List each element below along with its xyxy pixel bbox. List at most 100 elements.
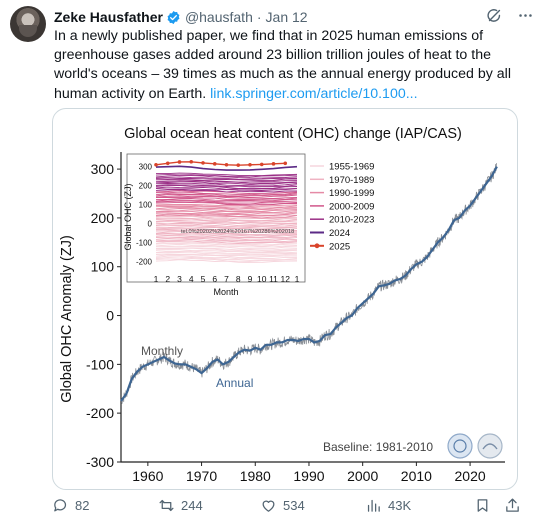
inset-legend-label: 1990-1999 [329, 188, 374, 199]
inset-x-tick-label: 10 [257, 274, 267, 284]
author-handle[interactable]: @hausfath [184, 9, 253, 25]
main-series [120, 163, 498, 404]
inset-x-tick-label: 4 [189, 274, 194, 284]
cas-logo [477, 433, 503, 459]
avatar[interactable] [10, 6, 46, 42]
share-action[interactable] [504, 497, 521, 514]
inset-legend: 1955-1969 1970-1989 1990-1999 2000-2009 2010… [310, 162, 374, 252]
inset-x-tick-label: 8 [236, 274, 241, 284]
reply-icon [54, 499, 67, 512]
inset-year-line [155, 250, 298, 255]
inset-year-line [156, 201, 298, 206]
y-tick-label: -300 [86, 454, 114, 470]
inset-year-line [155, 200, 298, 205]
bookmark-icon [477, 499, 488, 512]
inset-2025-line [155, 161, 286, 166]
inset-year-line [155, 215, 298, 220]
inset-y-tick-label: -100 [136, 238, 153, 247]
inset-year-line [155, 223, 298, 228]
like-action[interactable]: 534 [260, 497, 305, 514]
x-tick-label: 2010 [401, 468, 432, 484]
inset-year-line [155, 217, 298, 222]
y-tick-label: -100 [86, 356, 114, 372]
inset-year-line [155, 253, 298, 257]
inset-year-line [155, 208, 298, 212]
annual-annotation: Annual [216, 376, 253, 390]
inset-year-line [155, 238, 298, 243]
inset-2025-point [177, 160, 182, 164]
y-tick-label: -200 [86, 405, 114, 421]
grok-icon[interactable] [486, 7, 503, 24]
inset-year-line [155, 218, 298, 223]
x-tick-label: 1960 [132, 468, 163, 484]
reply-action[interactable]: 82 [52, 497, 89, 514]
inset-x-tick-label: 1 [154, 274, 159, 284]
inset-year-line [155, 184, 298, 189]
inset-2025-point [189, 159, 194, 164]
inset-legend-label: 2025 [329, 241, 350, 252]
views-action[interactable]: 43K [365, 497, 411, 514]
views-count: 43K [388, 498, 412, 513]
inset-year-line [155, 241, 298, 246]
inset-y-tick-label: 100 [139, 201, 153, 210]
inset-2025-point [259, 162, 264, 167]
inset-series [154, 159, 298, 264]
inset-year-line [155, 174, 298, 178]
inset-year-line [155, 235, 298, 239]
verified-badge-icon [167, 10, 180, 24]
chart-title: Global ocean heat content (OHC) change (… [124, 126, 462, 142]
inset-y-tick-label: -200 [136, 257, 153, 266]
inset-year-line [155, 222, 298, 227]
inset-year-line [155, 219, 298, 224]
y-tick-label: 0 [106, 308, 114, 324]
inset-year-line [155, 214, 298, 219]
inset-year-line [155, 224, 298, 229]
more-options-icon[interactable] [517, 7, 534, 24]
inset-year-line [155, 221, 298, 225]
inset-year-line [155, 182, 298, 187]
inset-tick-glitch: tel.0%20202%2024%20167%20286%202018 [181, 229, 294, 235]
y-tick-label: 100 [91, 259, 115, 275]
y-tick-label: 200 [91, 210, 115, 226]
x-tick-label: 1970 [186, 468, 217, 484]
inset-2025-point [224, 162, 229, 167]
media-card[interactable]: Global ocean heat content (OHC) change (… [52, 108, 518, 490]
inset-year-line [155, 203, 298, 207]
tweet-date[interactable]: Jan 12 [265, 9, 308, 25]
like-count: 534 [283, 498, 305, 513]
inset-year-line [155, 242, 298, 247]
inset-year-line [155, 194, 298, 198]
inset-legend-label: 1955-1969 [329, 162, 374, 173]
inset-2025-point [236, 163, 241, 167]
inset-legend-label: 1970-1989 [329, 175, 374, 186]
inset-year-line [155, 181, 298, 186]
iap-logo [447, 433, 473, 459]
inset-year-line [155, 255, 298, 260]
inset-chart: Global OHC (ZJ) Month 300 200 100 0 -100 -200… [123, 153, 374, 297]
inset-x-tick-label: 6 [212, 274, 217, 284]
x-tick-label: 2020 [455, 468, 486, 484]
views-chart-icon [367, 499, 380, 512]
inset-year-line [155, 186, 298, 190]
author-name[interactable]: Zeke Hausfather [54, 9, 163, 25]
x-tick-label: 1980 [240, 468, 271, 484]
inset-year-line [155, 236, 298, 241]
inset-legend-label: 2024 [329, 228, 350, 239]
inset-x-axis-label: Month [213, 287, 238, 297]
inset-year-line [155, 251, 298, 256]
separator-dot: · [256, 9, 262, 25]
inset-year-line [155, 231, 298, 236]
bookmark-action[interactable] [474, 497, 491, 514]
article-link[interactable]: link.springer.com/article/10.100... [210, 85, 418, 102]
inset-year-line [155, 193, 298, 197]
inset-year-line [155, 247, 298, 252]
tweet-body: In a newly published paper, we find that… [54, 28, 511, 102]
inset-year-line [155, 178, 297, 182]
repost-action[interactable]: 244 [158, 497, 203, 514]
inset-year-line [155, 237, 298, 242]
inset-x-tick-label: 7 [224, 274, 229, 284]
inset-2025-point [154, 162, 158, 167]
inset-year-line [156, 172, 298, 177]
